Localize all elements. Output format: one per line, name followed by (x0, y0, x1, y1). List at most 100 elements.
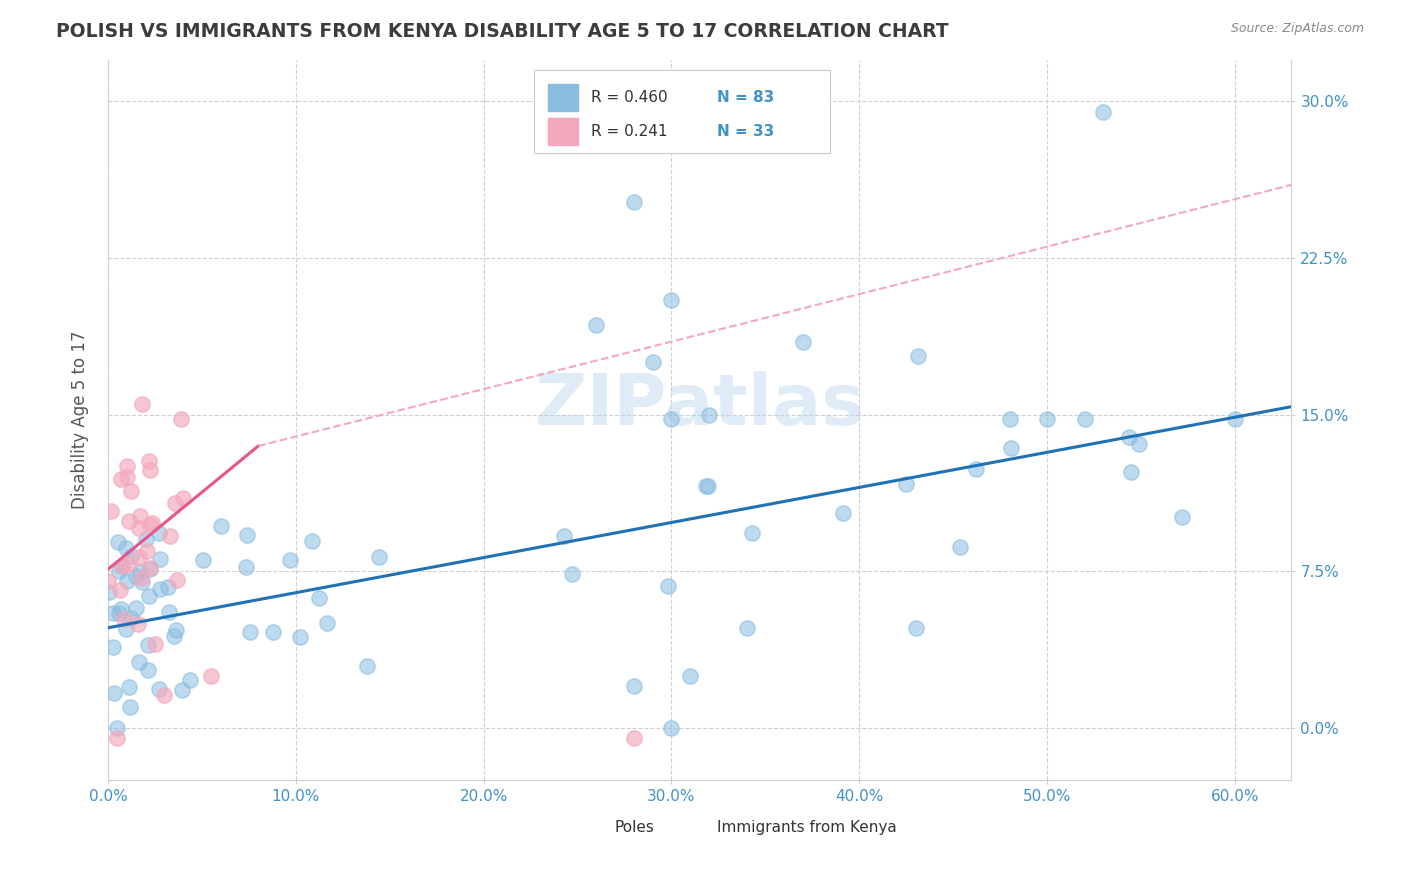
Point (163, 629, 186, 643)
Point (110, 472, 132, 486)
Point (111, 559, 134, 574)
Point (141, 516, 163, 530)
Bar (548, 84, 578, 112)
Text: R = 0.241: R = 0.241 (591, 124, 668, 139)
Point (107, 535, 129, 549)
Point (695, 479, 717, 493)
Point (108, 606, 131, 620)
Point (553, 529, 575, 543)
Bar (588, 816, 609, 838)
Point (172, 491, 194, 506)
Point (165, 623, 187, 637)
Point (735, 621, 758, 635)
Point (128, 549, 150, 564)
Point (125, 569, 148, 583)
Point (138, 562, 160, 576)
Bar (548, 118, 578, 145)
Text: N = 83: N = 83 (717, 90, 775, 105)
Point (179, 673, 201, 687)
Point (128, 509, 150, 524)
Point (896, 477, 918, 491)
Point (170, 411, 193, 425)
Point (105, 731, 128, 746)
Point (641, 355, 664, 369)
Text: ZIPatlas: ZIPatlas (534, 371, 865, 440)
Point (367, 550, 389, 565)
Point (1119, 465, 1142, 479)
Point (308, 591, 330, 606)
Point (105, 721, 128, 735)
Point (115, 622, 138, 636)
Point (129, 571, 152, 585)
Point (315, 615, 337, 630)
Point (108, 564, 131, 578)
Point (623, 731, 645, 746)
Point (239, 624, 262, 639)
Point (112, 612, 135, 626)
Point (561, 567, 583, 582)
Point (131, 574, 153, 589)
Point (138, 453, 160, 467)
Point (697, 479, 720, 493)
Point (1223, 412, 1246, 426)
Point (1118, 430, 1140, 444)
Point (131, 397, 153, 411)
Y-axis label: Disability Age 5 to 17: Disability Age 5 to 17 (72, 331, 89, 509)
Point (1128, 437, 1150, 451)
Point (135, 532, 157, 546)
Point (101, 640, 124, 654)
Point (153, 688, 176, 702)
Point (170, 683, 193, 698)
Point (118, 680, 141, 694)
Point (149, 582, 172, 596)
Point (120, 700, 142, 714)
Text: R = 0.460: R = 0.460 (591, 90, 668, 105)
Point (998, 412, 1021, 426)
Point (623, 679, 645, 693)
Point (907, 349, 929, 363)
Point (236, 527, 259, 541)
Point (139, 517, 162, 532)
Bar (688, 816, 709, 838)
Point (97, 574, 120, 588)
Point (128, 521, 150, 535)
Point (118, 514, 141, 528)
Point (103, 685, 125, 699)
Point (149, 551, 172, 566)
Point (235, 559, 257, 574)
Text: Poles: Poles (614, 820, 654, 835)
Point (148, 682, 170, 697)
Text: N = 33: N = 33 (717, 124, 775, 139)
Point (115, 574, 138, 589)
Point (904, 621, 927, 635)
Point (136, 663, 159, 677)
Point (1171, 510, 1194, 524)
Point (697, 408, 720, 422)
Point (163, 496, 186, 510)
Point (159, 529, 181, 543)
Point (209, 519, 232, 533)
Point (127, 617, 149, 632)
Point (661, 412, 683, 426)
Point (100, 504, 122, 518)
Point (138, 589, 160, 603)
Point (139, 463, 162, 477)
Point (108, 583, 131, 598)
Point (115, 470, 138, 484)
Point (200, 669, 222, 683)
Text: Immigrants from Kenya: Immigrants from Kenya (717, 820, 897, 835)
Point (1000, 441, 1022, 455)
Point (110, 602, 132, 616)
Point (623, 194, 645, 209)
Point (949, 541, 972, 555)
Point (101, 607, 124, 621)
FancyBboxPatch shape (534, 70, 830, 153)
Point (139, 561, 162, 575)
Point (128, 655, 150, 669)
Point (741, 525, 763, 540)
Point (1092, 104, 1115, 119)
Point (166, 574, 188, 588)
Text: Source: ZipAtlas.com: Source: ZipAtlas.com (1230, 22, 1364, 36)
Point (832, 506, 855, 520)
Point (1036, 412, 1059, 426)
